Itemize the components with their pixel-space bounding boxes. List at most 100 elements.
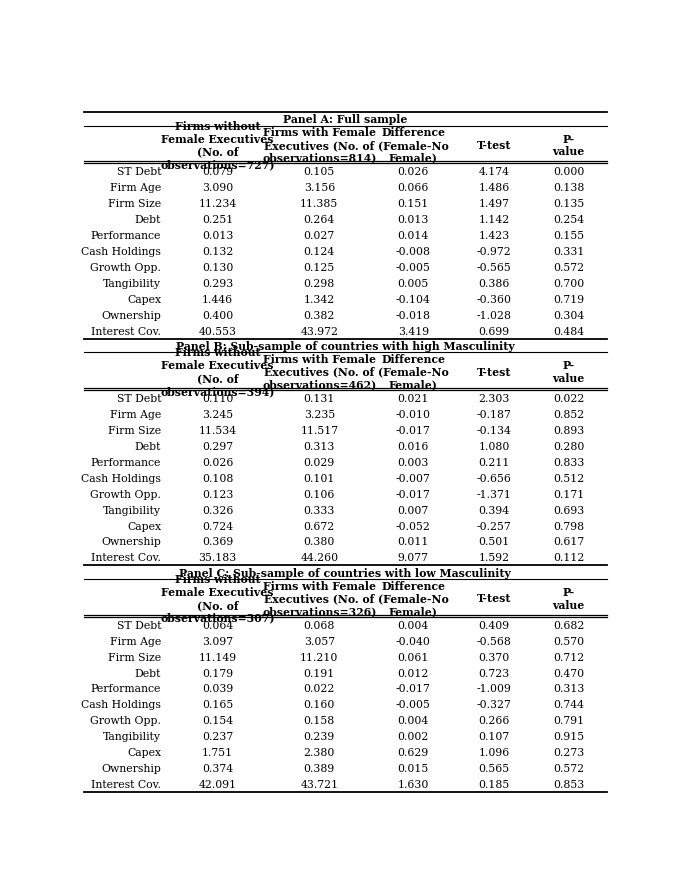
Text: Debt: Debt [135, 442, 161, 451]
Text: -1.009: -1.009 [477, 684, 512, 694]
Text: 0.280: 0.280 [553, 442, 584, 451]
Text: 1.342: 1.342 [304, 294, 335, 305]
Text: 0.013: 0.013 [398, 215, 429, 225]
Text: Capex: Capex [127, 747, 161, 757]
Text: 0.131: 0.131 [303, 393, 335, 403]
Text: 3.156: 3.156 [304, 183, 335, 193]
Text: 0.211: 0.211 [479, 457, 510, 468]
Text: Firms with Female
Executives (No. of
observations=462): Firms with Female Executives (No. of obs… [262, 353, 377, 390]
Text: 3.057: 3.057 [304, 636, 335, 646]
Text: Growth Opp.: Growth Opp. [90, 263, 161, 273]
Text: T-test: T-test [477, 367, 512, 377]
Text: 0.016: 0.016 [398, 442, 429, 451]
Text: 0.264: 0.264 [304, 215, 335, 225]
Text: -0.972: -0.972 [477, 247, 512, 257]
Text: Tangibility: Tangibility [103, 279, 161, 289]
Text: Firm Age: Firm Age [110, 409, 161, 419]
Text: 9.077: 9.077 [398, 552, 429, 563]
Text: Firm Age: Firm Age [110, 636, 161, 646]
Text: 40.553: 40.553 [198, 326, 237, 336]
Text: Performance: Performance [91, 231, 161, 240]
Text: 0.138: 0.138 [553, 183, 584, 193]
Text: Cash Holdings: Cash Holdings [81, 473, 161, 483]
Text: 11.210: 11.210 [300, 652, 338, 662]
Text: 0.007: 0.007 [398, 505, 429, 515]
Text: 0.000: 0.000 [553, 167, 584, 177]
Text: 0.798: 0.798 [553, 521, 584, 531]
Text: 0.191: 0.191 [304, 668, 335, 678]
Text: Firm Size: Firm Size [108, 652, 161, 662]
Text: P-
value: P- value [553, 133, 585, 157]
Text: 0.013: 0.013 [202, 231, 233, 240]
Text: 0.154: 0.154 [202, 715, 233, 726]
Text: 0.682: 0.682 [553, 620, 584, 630]
Text: Difference
(Female-No
Female): Difference (Female-No Female) [378, 580, 449, 617]
Text: Debt: Debt [135, 668, 161, 678]
Text: Firms with Female
Executives (No. of
observations=326): Firms with Female Executives (No. of obs… [262, 580, 377, 617]
Text: 1.630: 1.630 [398, 780, 429, 789]
Text: 0.719: 0.719 [553, 294, 584, 305]
Text: 1.142: 1.142 [479, 215, 510, 225]
Text: Interest Cov.: Interest Cov. [91, 780, 161, 789]
Text: 11.385: 11.385 [300, 199, 338, 209]
Text: 0.333: 0.333 [303, 505, 335, 515]
Text: 0.021: 0.021 [398, 393, 429, 403]
Text: 0.002: 0.002 [398, 731, 429, 741]
Text: 3.245: 3.245 [202, 409, 233, 419]
Text: -0.565: -0.565 [477, 263, 512, 273]
Text: 0.699: 0.699 [479, 326, 510, 336]
Text: -0.134: -0.134 [477, 426, 512, 435]
Text: 0.617: 0.617 [553, 537, 584, 547]
Text: -0.327: -0.327 [477, 700, 512, 710]
Text: 0.893: 0.893 [553, 426, 584, 435]
Text: 0.501: 0.501 [479, 537, 510, 547]
Text: -0.005: -0.005 [396, 700, 431, 710]
Text: 0.022: 0.022 [553, 393, 584, 403]
Text: 1.096: 1.096 [479, 747, 510, 757]
Text: Difference
(Female-No
Female): Difference (Female-No Female) [378, 127, 449, 164]
Text: 0.026: 0.026 [202, 457, 233, 468]
Text: 0.389: 0.389 [304, 763, 335, 773]
Text: 0.005: 0.005 [398, 279, 429, 289]
Text: 44.260: 44.260 [300, 552, 338, 563]
Text: 0.014: 0.014 [398, 231, 429, 240]
Text: 0.700: 0.700 [553, 279, 584, 289]
Text: Growth Opp.: Growth Opp. [90, 715, 161, 726]
Text: T-test: T-test [477, 139, 512, 151]
Text: 1.423: 1.423 [479, 231, 510, 240]
Text: Panel C: Sub-sample of countries with low Masculinity: Panel C: Sub-sample of countries with lo… [179, 567, 512, 578]
Text: 0.123: 0.123 [202, 489, 233, 499]
Text: Firm Size: Firm Size [108, 426, 161, 435]
Text: 0.124: 0.124 [304, 247, 335, 257]
Text: -0.007: -0.007 [396, 473, 431, 483]
Text: 0.101: 0.101 [303, 473, 335, 483]
Text: 0.298: 0.298 [304, 279, 335, 289]
Text: Difference
(Female-No
Female): Difference (Female-No Female) [378, 353, 449, 390]
Text: 11.149: 11.149 [198, 652, 237, 662]
Text: -1.371: -1.371 [477, 489, 512, 499]
Text: -0.187: -0.187 [477, 409, 512, 419]
Text: Ownership: Ownership [101, 763, 161, 773]
Text: -0.040: -0.040 [396, 636, 431, 646]
Text: 1.486: 1.486 [479, 183, 510, 193]
Text: 0.331: 0.331 [553, 247, 584, 257]
Text: 0.068: 0.068 [303, 620, 335, 630]
Text: 0.326: 0.326 [202, 505, 233, 515]
Text: 0.915: 0.915 [553, 731, 584, 741]
Text: 1.497: 1.497 [479, 199, 510, 209]
Text: 0.369: 0.369 [202, 537, 233, 547]
Text: 0.724: 0.724 [202, 521, 233, 531]
Text: 3.097: 3.097 [202, 636, 233, 646]
Text: Firms with Female
Executives (No. of
observations=814): Firms with Female Executives (No. of obs… [262, 127, 377, 164]
Text: 0.629: 0.629 [398, 747, 429, 757]
Text: 0.251: 0.251 [202, 215, 233, 225]
Text: 0.484: 0.484 [553, 326, 584, 336]
Text: Tangibility: Tangibility [103, 731, 161, 741]
Text: Firm Age: Firm Age [110, 183, 161, 193]
Text: 0.029: 0.029 [304, 457, 335, 468]
Text: Growth Opp.: Growth Opp. [90, 489, 161, 499]
Text: 11.517: 11.517 [300, 426, 338, 435]
Text: 2.303: 2.303 [479, 393, 510, 403]
Text: 4.174: 4.174 [479, 167, 510, 177]
Text: 0.107: 0.107 [479, 731, 510, 741]
